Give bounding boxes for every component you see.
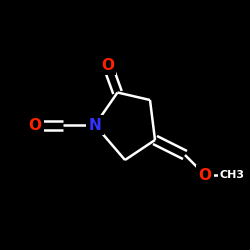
Text: N: N: [88, 118, 102, 132]
Text: CH3: CH3: [220, 170, 245, 180]
Text: O: O: [101, 58, 114, 72]
Text: O: O: [198, 168, 211, 182]
Text: O: O: [28, 118, 42, 132]
